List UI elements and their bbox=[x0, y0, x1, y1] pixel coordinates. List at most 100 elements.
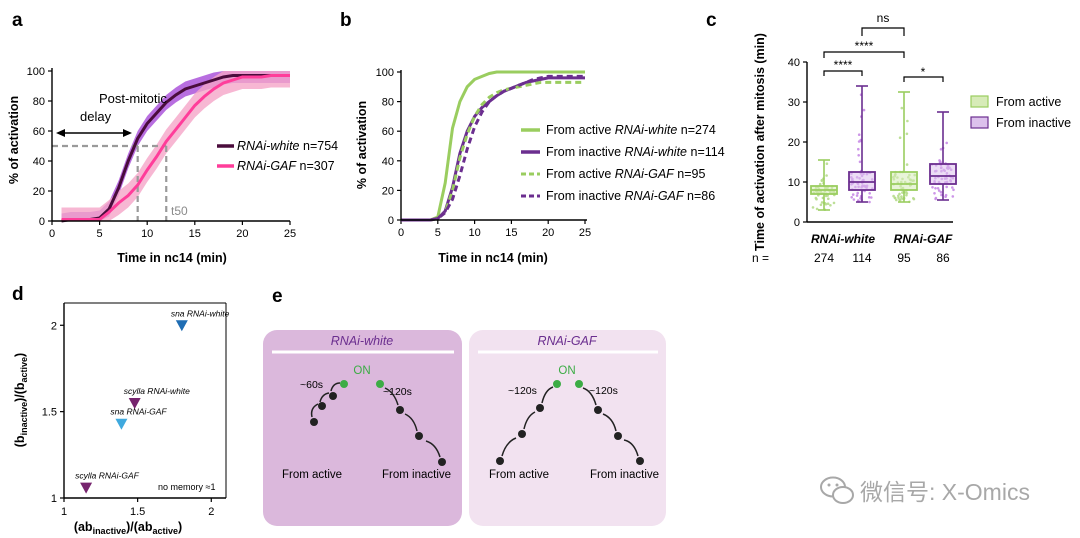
panel-a-legend: RNAi-white n=754 RNAi-GAF n=307 bbox=[217, 139, 338, 173]
watermark-text: 微信号: X-Omics bbox=[860, 479, 1030, 505]
panel-a-t50-guides bbox=[52, 144, 168, 221]
panel-a-label: a bbox=[12, 10, 23, 31]
dot-g1 bbox=[496, 457, 504, 465]
panel-d-no-memory: no memory ≈1 bbox=[158, 482, 215, 492]
panel-c-significance bbox=[823, 27, 944, 82]
b-ytick-label-5: 100 bbox=[376, 67, 394, 79]
c-dot-2-40 bbox=[905, 163, 909, 166]
a-ytick-label-0: 0 bbox=[39, 216, 45, 228]
panel-b: b % of activation Time in nc14 (min) 0 5 1… bbox=[340, 10, 725, 265]
c-box-2 bbox=[890, 171, 918, 191]
panel-e-white-title: RNAi-white bbox=[331, 334, 394, 348]
arrows-gaf bbox=[501, 386, 639, 457]
panel-e-gaf-title: RNAi-GAF bbox=[537, 334, 597, 348]
dot-w3 bbox=[329, 392, 337, 400]
b-xtick-label-4: 20 bbox=[542, 227, 554, 239]
c-dot-2-4 bbox=[893, 196, 897, 200]
c-dot-0-27 bbox=[819, 203, 823, 207]
c-dot-3-22 bbox=[945, 185, 948, 189]
dot-w6 bbox=[438, 458, 446, 466]
c-dot-0-59 bbox=[825, 174, 828, 177]
panel-d-label: d bbox=[12, 284, 24, 305]
scheme-white: ON ~60s ~120s From active From inactive bbox=[282, 365, 451, 481]
c-ytick-label-3: 30 bbox=[788, 97, 800, 109]
sig-ns: ns bbox=[877, 11, 890, 25]
b-ytick-label-0: 0 bbox=[388, 215, 394, 227]
sig-outer: **** bbox=[855, 39, 874, 53]
c-dot-1-19 bbox=[850, 196, 853, 199]
panel-a-xlabel: Time in nc14 (min) bbox=[117, 251, 227, 265]
panel-c-legend: From active From inactive bbox=[970, 95, 1071, 130]
legend-c-swatch-inactive bbox=[970, 116, 989, 129]
c-dot-2-58 bbox=[895, 198, 898, 202]
sig-bracket-left bbox=[823, 70, 863, 76]
c-dot-1-49 bbox=[851, 193, 855, 196]
d-point-label-2: sna RNAi-GAF bbox=[110, 407, 167, 417]
a-xtick-label-3: 15 bbox=[189, 228, 201, 240]
legend-c-active: From active bbox=[996, 95, 1061, 109]
panel-c-ylabel: Time of activation after mitosis (min) bbox=[753, 33, 767, 251]
c-dot-3-39 bbox=[945, 141, 948, 145]
a-ytick-label-3: 60 bbox=[33, 126, 45, 138]
c-dot-3-6 bbox=[939, 148, 943, 151]
c-dot-1-37 bbox=[870, 196, 873, 199]
panel-d-points: sna RNAi-white scylla RNAi-white sna RNAi-… bbox=[75, 308, 230, 494]
dot-w4 bbox=[396, 406, 404, 414]
c-box-1 bbox=[848, 171, 876, 191]
c-dot-3-44 bbox=[944, 193, 948, 197]
dot-g2 bbox=[518, 430, 526, 438]
dot-w5 bbox=[415, 432, 423, 440]
d-point-label-3: scylla RNAi-GAF bbox=[75, 471, 140, 481]
panel-e-white-bg bbox=[263, 330, 462, 526]
panel-a-delay-arrow bbox=[56, 129, 132, 137]
dot-g-on-right bbox=[575, 380, 583, 388]
n-value-2: 95 bbox=[897, 251, 911, 265]
b-xtick-label-3: 15 bbox=[505, 227, 517, 239]
dot-w1 bbox=[310, 418, 318, 426]
c-dot-2-27 bbox=[897, 194, 900, 198]
time-white-inactive: ~120s bbox=[383, 386, 412, 398]
dot-w2 bbox=[318, 402, 326, 410]
c-ytick-label-0: 0 bbox=[794, 217, 800, 229]
c-dot-0-23 bbox=[814, 196, 818, 200]
a-xtick-label-2: 10 bbox=[141, 228, 153, 240]
legend-b-3: From inactive RNAi-GAF n=86 bbox=[546, 189, 715, 203]
b-ytick-label-1: 20 bbox=[382, 185, 394, 197]
c-dot-1-50 bbox=[859, 197, 862, 200]
c-ytick-label-2: 20 bbox=[788, 137, 800, 149]
a-ytick-label-1: 20 bbox=[33, 186, 45, 198]
sig-right: * bbox=[921, 65, 926, 79]
n-prefix: n = bbox=[752, 251, 769, 265]
c-dot-0-35 bbox=[827, 197, 830, 200]
c-dot-3-38 bbox=[936, 187, 940, 190]
panel-a: a % of activation Time in nc14 (min) 0 5 1… bbox=[7, 10, 338, 265]
panel-c: c Time of activation after mitosis (min)… bbox=[706, 10, 1071, 265]
c-dot-0-54 bbox=[826, 194, 829, 197]
from-inactive-gaf: From inactive bbox=[590, 469, 659, 481]
b-xtick-label-2: 10 bbox=[468, 227, 480, 239]
c-dot-0-34 bbox=[818, 182, 822, 186]
a-band-1 bbox=[61, 71, 290, 221]
panel-e-gaf-bg bbox=[469, 330, 666, 526]
sig-bracket-outer bbox=[823, 51, 905, 58]
d-xtick-label-2: 2 bbox=[208, 506, 214, 518]
a-ytick-label-2: 40 bbox=[33, 156, 45, 168]
panel-b-xlabel: Time in nc14 (min) bbox=[438, 251, 548, 265]
watermark: 微信号: X-Omics bbox=[820, 476, 1030, 505]
panel-e-label: e bbox=[272, 286, 283, 307]
b-xtick-label-5: 25 bbox=[579, 227, 591, 239]
panel-a-lines bbox=[61, 74, 290, 223]
panel-a-t50-label: t50 bbox=[171, 204, 188, 218]
panel-c-label: c bbox=[706, 10, 717, 31]
d-point-label-0: sna RNAi-white bbox=[171, 308, 230, 318]
d-ytick-label-2: 2 bbox=[51, 320, 57, 332]
from-inactive-white: From inactive bbox=[382, 469, 451, 481]
dot-g5 bbox=[614, 432, 622, 440]
d-ytick-label-1: 1.5 bbox=[42, 407, 57, 419]
b-xtick-label-0: 0 bbox=[398, 227, 404, 239]
time-gaf-active: ~120s bbox=[508, 385, 537, 397]
c-dot-2-20 bbox=[906, 119, 909, 123]
c-ytick-label-1: 10 bbox=[788, 177, 800, 189]
c-dot-3-53 bbox=[939, 190, 943, 194]
